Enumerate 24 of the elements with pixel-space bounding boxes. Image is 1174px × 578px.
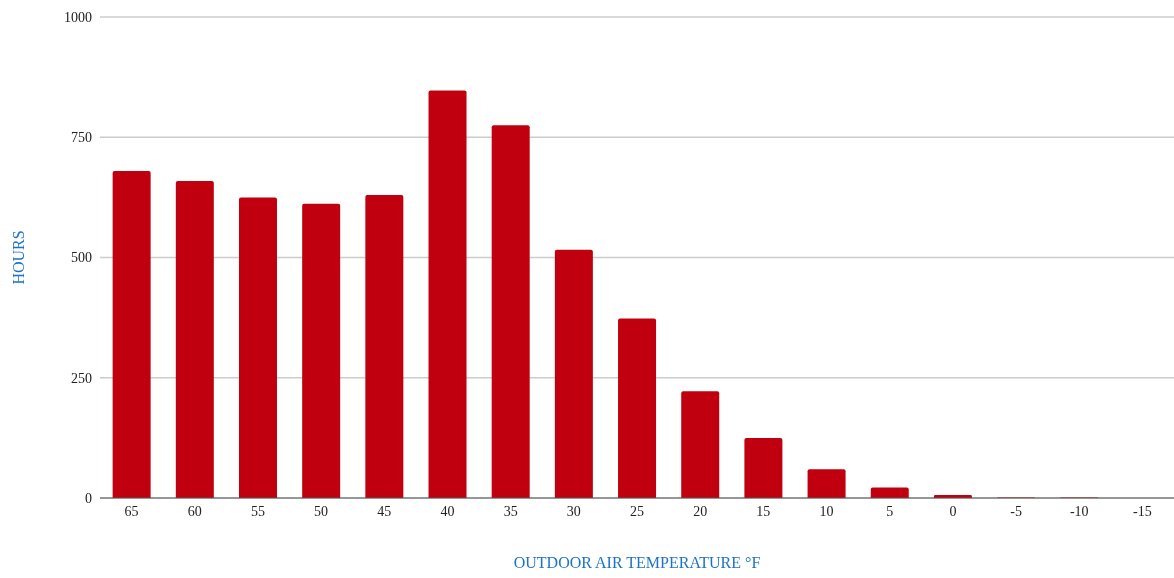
x-axis-title: OUTDOOR AIR TEMPERATURE °F — [513, 554, 761, 571]
y-axis-title: HOURS — [9, 230, 27, 285]
x-tick-label: 35 — [503, 503, 518, 519]
x-tick-label: 50 — [314, 503, 329, 519]
y-tick-label: 250 — [71, 370, 92, 386]
y-tick-label: 500 — [71, 250, 92, 266]
x-tick-label: 20 — [693, 503, 708, 519]
x-tick-label: 30 — [566, 503, 581, 519]
x-tick-label: -15 — [1133, 503, 1152, 519]
x-tick-label: 0 — [949, 503, 957, 519]
x-tick-label: 60 — [187, 503, 202, 519]
x-tick-label: 15 — [756, 503, 771, 519]
x-tick-label: -10 — [1069, 503, 1089, 519]
x-tick-label: 25 — [630, 503, 644, 519]
x-tick-label: -5 — [1010, 503, 1022, 519]
x-tick-label: 10 — [819, 503, 834, 519]
x-tick-label: 65 — [124, 503, 139, 519]
x-tick-label: 40 — [440, 503, 455, 519]
x-tick-label: 45 — [377, 503, 392, 519]
y-tick-label: 750 — [71, 130, 92, 146]
y-tick-label: 0 — [85, 490, 92, 506]
y-tick-label: 1000 — [64, 9, 92, 25]
x-tick-label: 5 — [886, 503, 894, 519]
x-tick-label: 55 — [250, 503, 265, 519]
